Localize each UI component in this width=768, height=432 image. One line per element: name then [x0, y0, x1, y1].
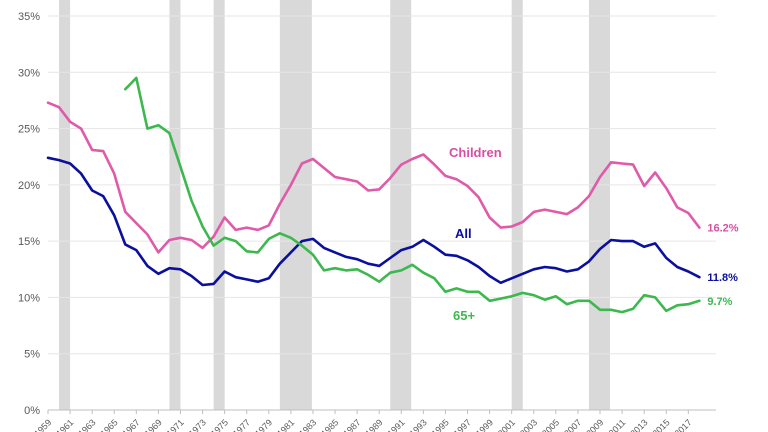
y-tick-label: 30% — [18, 67, 40, 79]
x-tick-label: 2005 — [540, 417, 561, 432]
y-tick-label: 25% — [18, 124, 40, 136]
x-tick-label: 1961 — [54, 417, 75, 432]
y-axis-ticks: 0% 5% 10% 15% 20% 25% 30% 35% — [18, 11, 40, 417]
x-tick-label: 1993 — [408, 417, 429, 432]
x-tick-label: 2007 — [562, 417, 583, 432]
x-axis-ticks: 1959 1961 1963 1965 1967 1969 1971 1973 1975 1977… — [32, 410, 694, 432]
y-tick-label: 35% — [18, 11, 40, 23]
x-tick-label: 1959 — [32, 417, 53, 432]
recession-band — [588, 0, 610, 410]
gridlines — [48, 15, 716, 411]
recession-band — [169, 0, 181, 410]
x-tick-label: 1963 — [76, 417, 97, 432]
x-tick-label: 2015 — [650, 417, 671, 432]
series-labels: Children 16.2% All 11.8% 65+ 9.7% — [449, 145, 739, 323]
x-tick-label: 1995 — [430, 417, 451, 432]
x-tick-label: 1981 — [275, 417, 296, 432]
x-tick-label: 1965 — [98, 417, 119, 432]
x-tick-label: 1973 — [187, 417, 208, 432]
recession-bands — [59, 0, 610, 410]
x-tick-label: 1997 — [452, 417, 473, 432]
y-tick-label: 20% — [18, 180, 40, 192]
y-tick-label: 0% — [24, 405, 40, 417]
series-name-label: Children — [449, 145, 502, 160]
recession-band — [279, 0, 312, 410]
x-tick-label: 1971 — [165, 417, 186, 432]
y-tick-label: 15% — [18, 236, 40, 248]
series-name-label: 65+ — [453, 308, 475, 323]
x-tick-label: 2017 — [673, 417, 694, 432]
series-line-65 — [124, 76, 701, 314]
x-tick-label: 1999 — [474, 417, 495, 432]
recession-band — [59, 0, 71, 410]
x-tick-label: 2001 — [496, 417, 517, 432]
x-tick-label: 1979 — [253, 417, 274, 432]
x-tick-label: 2013 — [628, 417, 649, 432]
x-tick-label: 1985 — [319, 417, 340, 432]
y-tick-label: 10% — [18, 292, 40, 304]
series-end-value-label: 9.7% — [707, 296, 732, 308]
series-name-label: All — [455, 226, 472, 241]
recession-band — [511, 0, 523, 410]
series-line-all — [46, 156, 701, 287]
series-lines — [46, 76, 701, 314]
x-tick-label: 2009 — [584, 417, 605, 432]
x-tick-label: 1991 — [385, 417, 406, 432]
recession-band — [390, 0, 412, 410]
x-tick-label: 2011 — [607, 417, 628, 432]
series-line-children — [46, 101, 701, 254]
x-tick-label: 1969 — [143, 417, 164, 432]
x-tick-label: 1983 — [297, 417, 318, 432]
recession-band — [213, 0, 225, 410]
series-end-value-label: 16.2% — [707, 223, 738, 235]
series-end-value-label: 11.8% — [707, 272, 738, 284]
x-tick-label: 2003 — [518, 417, 539, 432]
x-tick-label: 1987 — [341, 417, 362, 432]
x-tick-label: 1967 — [121, 417, 142, 432]
x-tick-label: 1989 — [363, 417, 384, 432]
y-tick-label: 5% — [24, 349, 40, 361]
x-tick-label: 1975 — [209, 417, 230, 432]
x-tick-label: 1977 — [231, 417, 252, 432]
